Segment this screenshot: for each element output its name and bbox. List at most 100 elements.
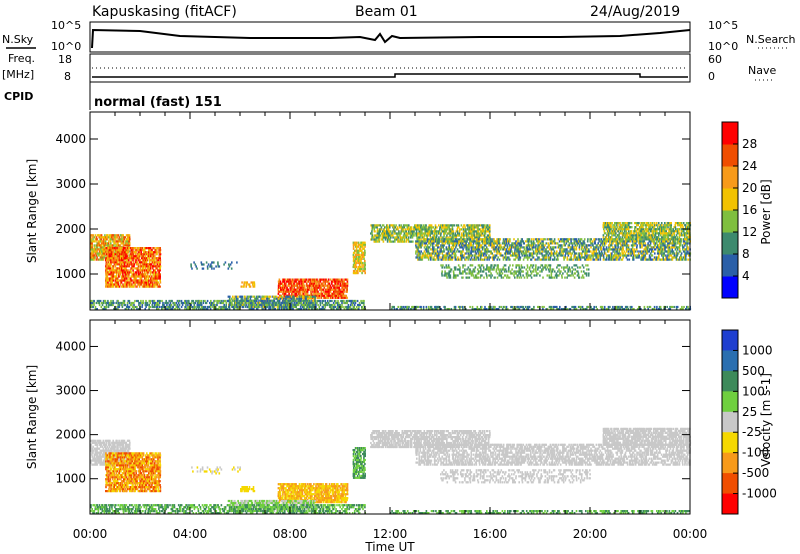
power-echo-cell	[363, 243, 365, 246]
power-echo-cell	[123, 267, 126, 270]
power-echo-cell	[323, 296, 326, 299]
power-echo-cell	[505, 242, 508, 245]
power-echo-cell	[256, 301, 259, 304]
power-echo-cell	[493, 258, 495, 261]
power-echo-cell	[610, 252, 612, 255]
power-echo-cell	[108, 265, 110, 268]
power-echo-cell	[341, 294, 343, 297]
power-echo-cell	[144, 275, 147, 278]
power-echo-cell	[311, 288, 313, 291]
power-echo-cell	[479, 254, 482, 257]
power-echo-cell	[398, 230, 400, 233]
power-echo-cell	[238, 303, 240, 307]
power-echo-cell	[409, 228, 412, 231]
power-echo-cell	[307, 295, 310, 298]
power-echo-cell	[445, 246, 448, 249]
power-echo-cell	[121, 265, 123, 268]
power-echo-cell	[563, 242, 565, 245]
power-echo-cell	[490, 240, 492, 243]
power-echo-cell	[111, 251, 114, 254]
power-echo-cell	[455, 236, 458, 239]
power-echo-cell	[224, 308, 227, 311]
power-echo-cell	[330, 280, 333, 283]
power-echo-cell	[363, 255, 365, 258]
power-echo-cell	[483, 232, 486, 235]
power-echo-cell	[477, 234, 479, 237]
power-echo-cell	[156, 247, 158, 250]
power-echo-cell	[276, 305, 279, 308]
power-echo-cell	[470, 246, 472, 249]
power-echo-cell	[151, 285, 153, 288]
power-echo-cell	[484, 248, 487, 251]
power-echo-cell	[534, 248, 537, 251]
power-echo-cell	[125, 253, 127, 256]
power-echo-cell	[475, 258, 478, 261]
power-echo-cell	[320, 290, 323, 293]
power-echo-cell	[363, 267, 365, 271]
power-echo-cell	[467, 252, 469, 255]
power-echo-cell	[268, 303, 271, 307]
power-echo-cell	[582, 240, 584, 243]
power-echo-cell	[115, 238, 117, 241]
power-echo-cell	[434, 226, 437, 229]
power-echo-cell	[476, 224, 478, 227]
power-echo-cell	[505, 240, 508, 243]
power-echo-cell	[429, 256, 432, 259]
power-echo-cell	[298, 295, 301, 298]
power-echo-cell	[280, 288, 283, 291]
power-echo-cell	[607, 254, 609, 257]
power-echo-cell	[499, 248, 501, 251]
power-echo-cell	[559, 244, 561, 247]
power-echo-cell	[459, 246, 462, 249]
power-echo-cell	[245, 283, 248, 286]
power-echo-cell	[513, 238, 515, 241]
power-echo-cell	[341, 301, 343, 305]
power-echo-cell	[347, 303, 350, 307]
power-echo-cell	[424, 228, 426, 231]
power-echo-cell	[108, 277, 111, 280]
power-echo-cell	[448, 258, 451, 261]
power-echo-cell	[108, 249, 111, 252]
power-echo-cell	[194, 301, 196, 305]
power-echo-cell	[428, 242, 431, 245]
power-echo-cell	[352, 308, 355, 311]
power-echo-cell	[411, 232, 414, 235]
power-echo-cell	[468, 244, 470, 247]
power-echo-cell	[545, 252, 547, 255]
power-echo-cell	[385, 232, 388, 235]
power-echo-cell	[460, 224, 463, 227]
power-echo-cell	[98, 242, 101, 245]
power-echo-cell	[493, 250, 496, 253]
power-echo-cell	[126, 247, 128, 250]
power-echo-cell	[293, 290, 296, 293]
power-echo-cell	[433, 230, 435, 233]
power-echo-cell	[528, 248, 531, 251]
power-echo-cell	[482, 230, 485, 233]
power-echo-cell	[457, 242, 459, 245]
power-echo-cell	[206, 308, 209, 311]
power-echo-cell	[177, 305, 180, 309]
power-echo-cell	[288, 292, 290, 295]
power-echo-cell	[205, 301, 208, 305]
power-echo-cell	[373, 236, 375, 239]
power-echo-cell	[583, 242, 586, 245]
power-echo-cell	[592, 256, 594, 259]
power-echo-cell	[92, 238, 94, 241]
power-echo-cell	[178, 303, 181, 307]
noise-ytick-bottom: 10^0	[51, 40, 81, 53]
power-echo-cell	[220, 299, 222, 303]
power-echo-cell	[600, 242, 602, 245]
power-echo-cell	[378, 234, 380, 237]
power-echo-cell	[358, 308, 360, 311]
power-echo-cell	[97, 248, 100, 251]
power-echo-cell	[289, 278, 291, 281]
power-echo-cell	[310, 292, 313, 295]
power-echo-cell	[436, 248, 438, 251]
power-echo-cell	[122, 301, 124, 305]
power-echo-cell	[90, 238, 92, 241]
power-echo-cell	[141, 263, 144, 266]
power-echo-cell	[461, 240, 463, 243]
power-echo-cell	[241, 297, 243, 300]
power-echo-cell	[382, 224, 385, 227]
power-echo-cell	[358, 263, 361, 267]
